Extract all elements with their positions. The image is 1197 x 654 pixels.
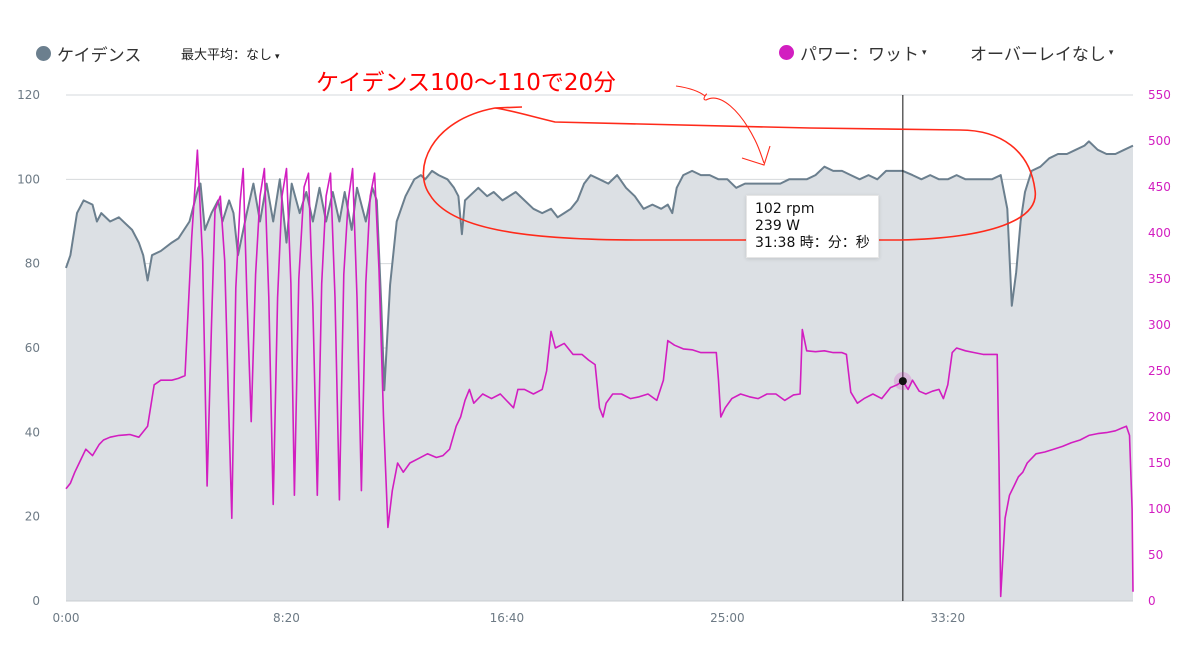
cadence-area <box>65 140 1134 601</box>
left-tick-label: 20 <box>25 510 40 524</box>
tooltip-cadence: 102 rpm <box>755 201 815 217</box>
annotation-marks <box>422 85 1037 241</box>
cadence-line <box>65 140 1134 392</box>
left-tick-label: 60 <box>25 341 40 355</box>
right-tick-label: 0 <box>1148 594 1156 608</box>
x-tick-label: 25:00 <box>710 611 745 625</box>
right-tick-label: 50 <box>1148 548 1163 562</box>
legend-power-label: パワー：ワット <box>800 45 919 65</box>
right-tick-label: 300 <box>1148 318 1171 332</box>
legend-cadence[interactable]: ケイデンス <box>36 41 141 66</box>
right-tick-label: 550 <box>1148 88 1171 102</box>
legend-power-dropdown[interactable]: パワー：ワット ▾ <box>779 40 927 65</box>
max-average-label: 最大平均：なし <box>181 48 273 63</box>
x-tick-label: 8:20 <box>273 611 300 625</box>
max-average-dropdown[interactable]: 最大平均：なし ▾ <box>181 44 280 63</box>
right-tick-label: 150 <box>1148 456 1171 470</box>
overlay-dropdown[interactable]: オーバーレイなし ▾ <box>970 40 1113 65</box>
right-tick-label: 500 <box>1148 134 1171 148</box>
axes: 0 20 40 60 80 100 120 0 50 100 150 200 250 300 350 400 4… <box>17 88 1171 625</box>
hover-point <box>898 377 907 386</box>
power-series-line <box>65 149 1134 598</box>
tooltip-time: 31:38 時：分：秒 <box>755 235 870 251</box>
crosshair-line <box>893 95 912 601</box>
annotation-arrowhead <box>741 145 771 166</box>
right-tick-label: 250 <box>1148 364 1171 378</box>
power-line <box>65 149 1134 598</box>
right-tick-label: 100 <box>1148 502 1171 516</box>
tooltip-power: 239 W <box>755 218 801 234</box>
data-tooltip: 102 rpm 239 W 31:38 時：分：秒 <box>746 195 879 258</box>
left-tick-label: 0 <box>32 594 40 608</box>
left-tick-label: 100 <box>17 172 40 186</box>
chevron-down-icon: ▾ <box>922 47 927 58</box>
annotation-text: ケイデンス100〜110で20分 <box>316 70 617 96</box>
x-tick-label: 16:40 <box>490 611 525 625</box>
x-tick-label: 0:00 <box>53 611 80 625</box>
left-tick-label: 40 <box>25 425 40 439</box>
left-tick-label: 120 <box>17 88 40 102</box>
x-tick-label: 33:20 <box>931 611 966 625</box>
overlay-label: オーバーレイなし <box>970 45 1106 65</box>
right-tick-label: 400 <box>1148 226 1171 240</box>
legend-cadence-label: ケイデンス <box>57 46 142 66</box>
chevron-down-icon: ▾ <box>1108 47 1114 58</box>
right-tick-label: 350 <box>1148 272 1171 286</box>
right-tick-label: 450 <box>1148 180 1171 194</box>
cadence-dot-icon <box>36 46 51 61</box>
annotation-arrow <box>675 85 765 164</box>
left-tick-label: 80 <box>25 257 40 271</box>
chevron-down-icon: ▾ <box>275 52 280 62</box>
power-dot-icon <box>779 45 794 60</box>
right-tick-label: 200 <box>1148 410 1171 424</box>
annotation-ellipse <box>422 106 1037 241</box>
